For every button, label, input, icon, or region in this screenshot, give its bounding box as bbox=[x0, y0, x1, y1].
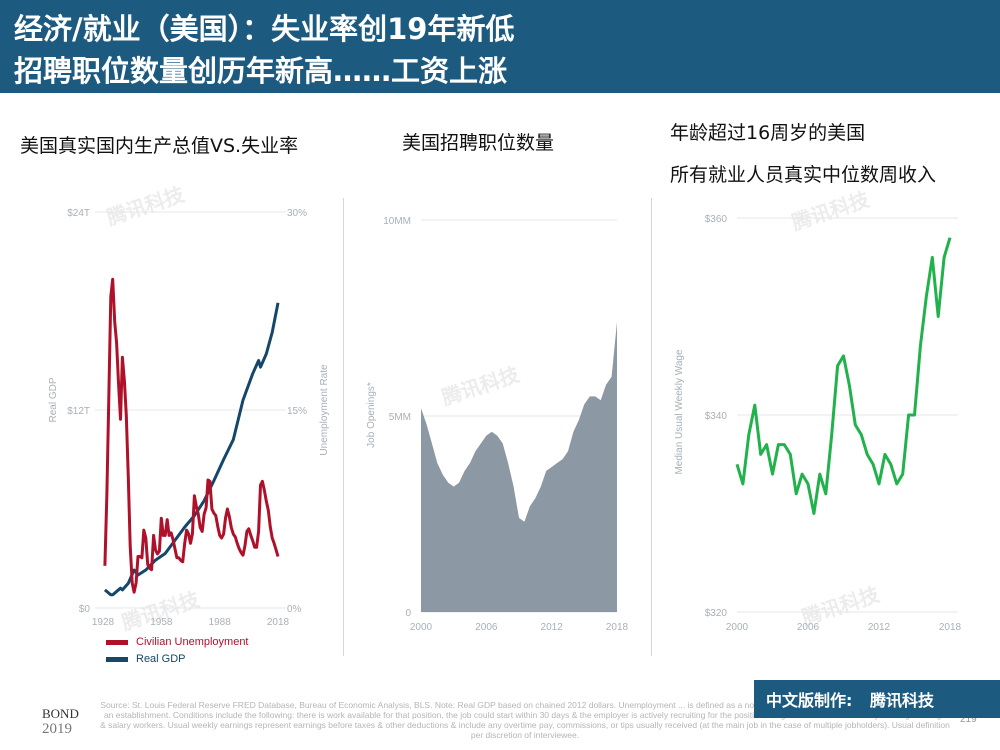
y-axis-label: Median Usual Weekly Wage bbox=[674, 349, 685, 474]
y-tick-label: $340 bbox=[705, 411, 728, 422]
legend-label-unemployment: Civilian Unemployment bbox=[136, 636, 249, 648]
unemployment-line bbox=[103, 277, 280, 594]
panel-divider-1 bbox=[343, 198, 344, 656]
y-axis-label: Job Openings* bbox=[366, 382, 377, 448]
x-tick-label: 1958 bbox=[150, 617, 173, 628]
x-tick-label: 1928 bbox=[92, 617, 115, 628]
credit-prefix: 中文版制作: bbox=[766, 691, 853, 710]
legend-swatch-gdp bbox=[106, 657, 128, 662]
slide-title-line-2: 招聘职位数量创历年新高……工资上涨 bbox=[14, 54, 508, 88]
y-left-tick-label: $12T bbox=[67, 406, 90, 417]
wage-line bbox=[735, 237, 952, 515]
x-tick-label: 1988 bbox=[209, 617, 232, 628]
panel-3-title-line-2: 所有就业人员真实中位数周收入 bbox=[670, 164, 937, 186]
y-left-axis-label: Real GDP bbox=[48, 377, 59, 422]
y-right-tick-label: 30% bbox=[287, 208, 307, 219]
x-tick-label: 2000 bbox=[410, 622, 433, 633]
x-tick-label: 2012 bbox=[541, 622, 564, 633]
credit-brand: 腾讯科技 bbox=[870, 691, 935, 710]
y-left-tick-label: $0 bbox=[79, 604, 91, 615]
x-tick-label: 2000 bbox=[726, 622, 749, 633]
panel-2-title: 美国招聘职位数量 bbox=[402, 132, 555, 154]
bond-logo-subtext: 2019 bbox=[42, 721, 72, 737]
y-tick-label: 10MM bbox=[383, 216, 411, 227]
y-right-tick-label: 0% bbox=[287, 604, 302, 615]
source-note: Source: St. Louis Federal Reserve FRED D… bbox=[100, 700, 950, 740]
legend-swatch-unemployment bbox=[106, 640, 128, 645]
y-right-axis-label: Unemployment Rate bbox=[319, 364, 330, 456]
gdp-line bbox=[103, 302, 280, 597]
y-tick-label: 0 bbox=[405, 608, 411, 619]
x-tick-label: 2018 bbox=[606, 622, 629, 633]
y-tick-label: $320 bbox=[705, 608, 728, 619]
x-tick-label: 2018 bbox=[267, 617, 290, 628]
page-number: 219 bbox=[960, 714, 977, 725]
job-openings-area bbox=[421, 321, 617, 612]
slide-title-line-1: 经济/就业（美国）：失业率创19年新低 bbox=[14, 12, 515, 46]
bond-logo-text: BOND bbox=[42, 706, 79, 721]
header-bar: 经济/就业（美国）：失业率创19年新低 招聘职位数量创历年新高……工资上涨 bbox=[0, 0, 1000, 93]
y-tick-label: $360 bbox=[705, 214, 728, 225]
credit-banner: 中文版制作: 腾讯科技 bbox=[754, 680, 1000, 718]
x-tick-label: 2006 bbox=[475, 622, 498, 633]
panel-divider-2 bbox=[651, 198, 652, 656]
y-left-tick-label: $24T bbox=[67, 208, 90, 219]
y-right-tick-label: 15% bbox=[287, 406, 307, 417]
panel-3-title-line-1: 年龄超过16周岁的美国 bbox=[670, 122, 866, 144]
panel-1-title: 美国真实国内生产总值VS.失业率 bbox=[20, 135, 299, 157]
legend-label-gdp: Real GDP bbox=[136, 653, 186, 665]
x-tick-label: 2006 bbox=[797, 622, 820, 633]
x-tick-label: 2012 bbox=[868, 622, 891, 633]
y-tick-label: 5MM bbox=[389, 412, 411, 423]
x-tick-label: 2018 bbox=[939, 622, 962, 633]
